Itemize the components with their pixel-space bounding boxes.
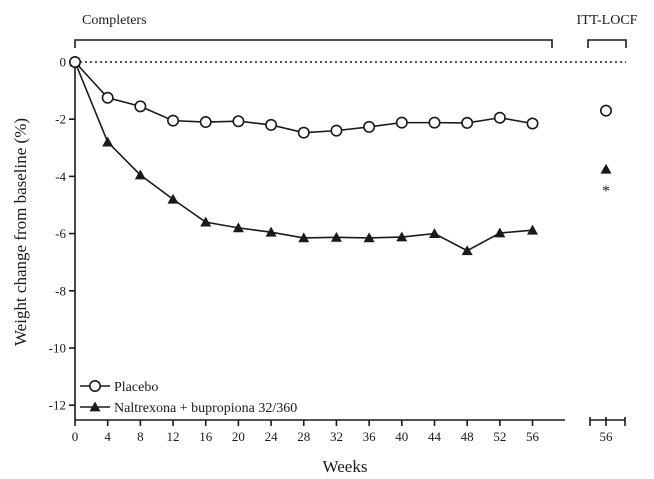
treatment-point <box>265 226 277 237</box>
placebo-point <box>493 111 506 124</box>
x-tick-label: 44 <box>428 429 442 444</box>
y-tick-label: -10 <box>49 341 66 356</box>
x-tick-label: 40 <box>395 429 408 444</box>
treatment-point <box>428 228 440 238</box>
y-tick-label: -2 <box>55 112 66 127</box>
placebo-point <box>69 55 82 68</box>
y-tick-label: -6 <box>55 226 66 241</box>
treatment-point <box>527 224 539 235</box>
treatment-series-line <box>74 61 533 252</box>
y-tick-label: 0 <box>60 55 67 70</box>
significance-marker: * <box>602 183 610 200</box>
itt-treatment-point <box>600 163 612 174</box>
placebo-point <box>232 115 245 128</box>
x-axis-title: Weeks <box>323 457 368 476</box>
x-tick-label: 4 <box>104 429 111 444</box>
legend-treatment-marker <box>89 401 101 412</box>
placebo-point <box>428 116 441 129</box>
placebo-point <box>526 117 539 130</box>
x-tick-label: 36 <box>363 429 377 444</box>
x-tick-label: 32 <box>330 429 343 444</box>
treatment-point <box>134 169 146 180</box>
x-tick-label: 20 <box>232 429 245 444</box>
placebo-point <box>461 116 474 129</box>
itt-placebo-point <box>599 104 612 117</box>
itt-locf-label: ITT-LOCF <box>577 13 638 28</box>
treatment-point <box>298 232 310 243</box>
placebo-point <box>199 116 212 129</box>
treatment-point <box>167 193 179 204</box>
treatment-point <box>494 227 506 238</box>
treatment-point <box>200 216 212 227</box>
treatment-point <box>102 136 114 147</box>
placebo-point <box>265 118 278 131</box>
placebo-point <box>297 126 310 139</box>
y-tick-label: -4 <box>55 169 66 184</box>
treatment-point <box>461 245 473 256</box>
x-tick-label: 28 <box>297 429 310 444</box>
itt-locf-bracket <box>587 39 627 48</box>
placebo-point <box>167 114 180 127</box>
placebo-point <box>395 116 408 129</box>
treatment-point <box>363 232 375 243</box>
treatment-point <box>232 222 244 233</box>
x-tick-label: 0 <box>72 429 79 444</box>
placebo-point <box>134 100 147 113</box>
treatment-point <box>330 231 342 242</box>
placebo-point <box>330 124 343 137</box>
x-tick-label: 56 <box>526 429 540 444</box>
x-tick-label: 8 <box>137 429 144 444</box>
y-tick-label: -12 <box>49 398 66 413</box>
y-tick-label: -8 <box>55 283 66 298</box>
x-tick-label: 52 <box>493 429 506 444</box>
x-tick-label: 48 <box>461 429 474 444</box>
x-tick-label: 16 <box>199 429 213 444</box>
legend-placebo-label: Placebo <box>114 380 158 395</box>
placebo-point <box>363 120 376 133</box>
itt-x-tick-label: 56 <box>600 429 614 444</box>
legend-treatment-label: Naltrexona + bupropiona 32/360 <box>114 401 297 416</box>
legend-placebo-marker <box>89 379 102 392</box>
x-tick-label: 24 <box>265 429 279 444</box>
placebo-point <box>101 91 114 104</box>
y-axis-title: Weight change from baseline (%) <box>11 118 30 346</box>
completers-bracket <box>74 39 553 48</box>
completers-label: Completers <box>82 13 147 28</box>
x-tick-label: 12 <box>167 429 180 444</box>
treatment-point <box>396 231 408 242</box>
